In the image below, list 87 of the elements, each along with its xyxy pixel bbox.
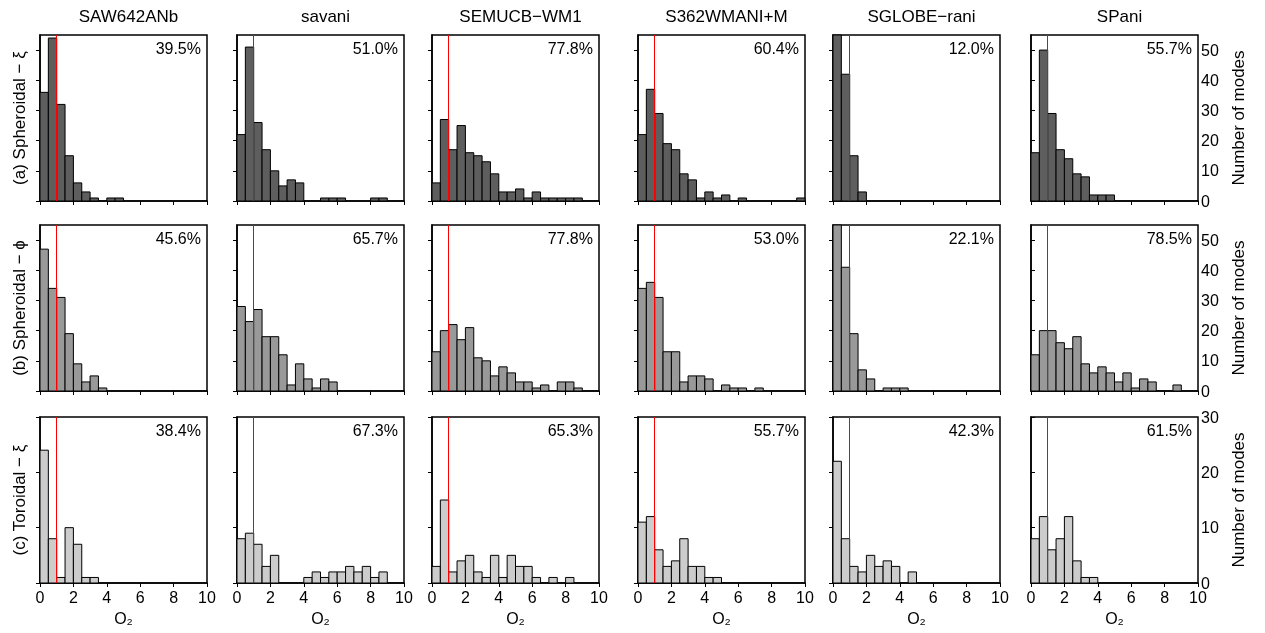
x-tick-label: 4 [1093, 588, 1103, 606]
x-tick-label: 6 [1126, 588, 1136, 606]
annotation: 65.3% [547, 421, 594, 439]
chart-title: SPani [1096, 7, 1143, 26]
annotation: 45.6% [155, 229, 202, 247]
y-axis-title: Number of modes [1228, 240, 1248, 376]
y-tick-label: 0 [1201, 574, 1210, 592]
x-tick-label: 4 [895, 588, 905, 606]
x-tick-label: 0 [35, 588, 45, 606]
chart-title: savani [300, 7, 351, 26]
chart-title: SAW642ANb [78, 7, 179, 26]
x-tick-label: 8 [169, 588, 179, 606]
annotation: 65.7% [352, 229, 399, 247]
y-tick-label: 30 [1201, 291, 1219, 309]
x-tick-label: 10 [796, 588, 814, 606]
x-tick-label: 4 [494, 588, 504, 606]
annotation: 67.3% [352, 421, 399, 439]
annotation: 77.8% [547, 229, 594, 247]
y-tick-label: 50 [1201, 231, 1219, 249]
annotation: 55.7% [753, 421, 800, 439]
x-tick-label: 0 [232, 588, 242, 606]
annotation: 39.5% [155, 39, 202, 57]
annotation: 61.5% [1146, 421, 1193, 439]
y-tick-label: 40 [1201, 71, 1219, 89]
x-tick-label: 6 [527, 588, 537, 606]
annotation: 55.7% [1146, 39, 1193, 57]
x-tick-label: 8 [962, 588, 972, 606]
annotation: 60.4% [753, 39, 800, 57]
x-axis-title: O₂ [907, 609, 926, 627]
x-tick-label: 2 [68, 588, 78, 606]
annotation: 12.0% [948, 39, 995, 57]
chart-title: SGLOBE−rani [867, 7, 976, 26]
y-tick-label: 0 [1201, 192, 1210, 210]
x-tick-label: 2 [861, 588, 871, 606]
y-tick-label: 10 [1201, 352, 1219, 370]
y-tick-label: 30 [1201, 101, 1219, 119]
y-axis-title: (a) Spheroidal − ξ [10, 50, 29, 185]
x-tick-label: 8 [366, 588, 376, 606]
x-tick-label: 2 [265, 588, 275, 606]
y-axis-title: Number of modes [1228, 432, 1248, 568]
y-tick-label: 40 [1201, 261, 1219, 279]
x-tick-label: 2 [666, 588, 676, 606]
y-tick-label: 10 [1201, 162, 1219, 180]
annotation: 77.8% [547, 39, 594, 57]
x-axis-title: O₂ [114, 609, 133, 627]
x-tick-label: 6 [928, 588, 938, 606]
y-axis-title: Number of modes [1228, 50, 1248, 186]
annotation: 42.3% [948, 421, 995, 439]
x-tick-label: 2 [460, 588, 470, 606]
annotation: 38.4% [155, 421, 202, 439]
y-tick-label: 20 [1201, 463, 1219, 481]
x-tick-label: 0 [427, 588, 437, 606]
x-tick-label: 6 [135, 588, 145, 606]
x-tick-label: 0 [633, 588, 643, 606]
x-tick-label: 8 [767, 588, 777, 606]
x-tick-label: 6 [733, 588, 743, 606]
annotation: 51.0% [352, 39, 399, 57]
y-tick-label: 20 [1201, 132, 1219, 150]
chart-title: SEMUCB−WM1 [459, 7, 582, 26]
y-tick-label: 50 [1201, 41, 1219, 59]
x-tick-label: 4 [102, 588, 112, 606]
y-axis-title: (b) Spheroidal − ϕ [10, 240, 29, 376]
x-tick-label: 8 [561, 588, 571, 606]
annotation: 78.5% [1146, 229, 1193, 247]
x-tick-label: 10 [395, 588, 413, 606]
chart-title: S362WMANI+M [665, 7, 788, 26]
x-axis-title: O₂ [1105, 609, 1124, 627]
x-tick-label: 6 [332, 588, 342, 606]
x-tick-label: 2 [1059, 588, 1069, 606]
y-tick-label: 30 [1201, 408, 1219, 426]
x-tick-label: 0 [828, 588, 838, 606]
x-tick-label: 10 [991, 588, 1009, 606]
y-tick-label: 20 [1201, 322, 1219, 340]
x-tick-label: 4 [700, 588, 710, 606]
x-tick-label: 10 [590, 588, 608, 606]
y-tick-label: 0 [1201, 382, 1210, 400]
annotation: 22.1% [948, 229, 995, 247]
x-axis-title: O₂ [712, 609, 731, 627]
x-tick-label: 8 [1160, 588, 1170, 606]
annotation: 53.0% [753, 229, 800, 247]
y-axis-title: (c) Toroidal − ξ [10, 444, 29, 556]
x-axis-title: O₂ [506, 609, 525, 627]
y-tick-label: 10 [1201, 519, 1219, 537]
x-axis-title: O₂ [311, 609, 330, 627]
x-tick-label: 0 [1026, 588, 1036, 606]
x-tick-label: 4 [299, 588, 309, 606]
x-tick-label: 10 [198, 588, 216, 606]
